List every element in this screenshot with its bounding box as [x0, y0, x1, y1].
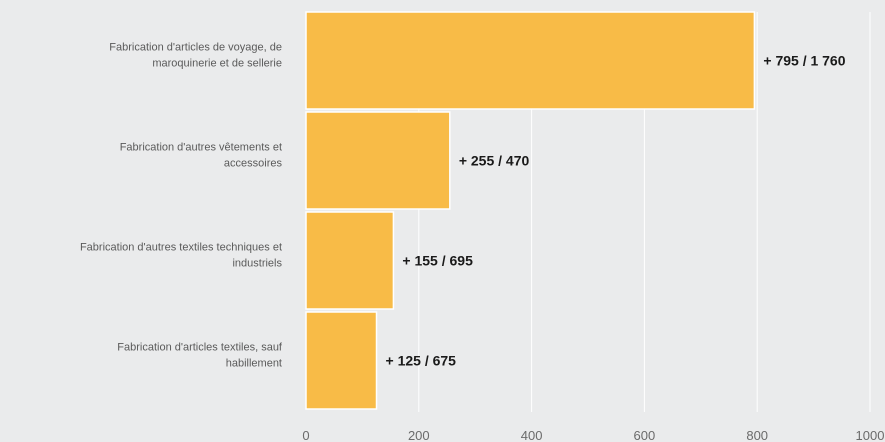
bar-3 — [305, 311, 378, 410]
category-label-3: Fabrication d'articles textiles, sauf hab… — [117, 342, 283, 370]
x-tick-label-0: 0 — [302, 428, 309, 442]
x-tick-label-800: 800 — [746, 428, 768, 442]
x-axis-ticks: 0 200 400 600 800 1000 — [302, 428, 884, 442]
data-labels: + 795 / 1 760 + 255 / 470 + 155 / 695 + 125… — [386, 53, 846, 369]
data-label-1: + 255 / 470 — [459, 153, 530, 169]
bar-0 — [305, 11, 756, 110]
bars — [305, 11, 756, 410]
category-label-0: Fabrication d'articles de voyage, de maro… — [109, 42, 282, 70]
x-tick-label-1000: 1000 — [856, 428, 885, 442]
category-label-1: Fabrication d'autres vêtements et accesso… — [120, 142, 283, 170]
category-label-2: Fabrication d'autres textiles techniques… — [80, 242, 283, 270]
data-label-3: + 125 / 675 — [386, 353, 457, 369]
category-labels: Fabrication d'articles de voyage, de maro… — [80, 42, 283, 370]
data-label-2: + 155 / 695 — [402, 253, 473, 269]
bar-1 — [305, 111, 451, 210]
x-tick-label-600: 600 — [634, 428, 656, 442]
x-tick-label-200: 200 — [408, 428, 430, 442]
data-label-0: + 795 / 1 760 — [763, 53, 845, 69]
bar-2 — [305, 211, 395, 310]
x-tick-label-400: 400 — [521, 428, 543, 442]
